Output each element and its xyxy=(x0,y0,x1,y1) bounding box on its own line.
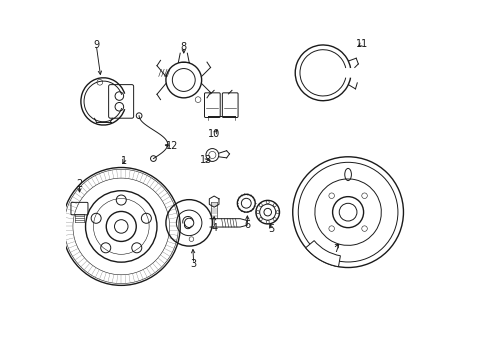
Text: 6: 6 xyxy=(244,220,250,230)
Text: 4: 4 xyxy=(211,222,217,233)
Text: 12: 12 xyxy=(166,141,178,152)
Wedge shape xyxy=(305,240,340,267)
Text: 9: 9 xyxy=(93,40,99,50)
Text: 13: 13 xyxy=(200,156,212,165)
Text: 8: 8 xyxy=(181,42,186,52)
Text: 3: 3 xyxy=(190,259,197,269)
Text: 1: 1 xyxy=(121,156,126,166)
Text: 5: 5 xyxy=(267,224,274,234)
Text: 10: 10 xyxy=(207,129,220,139)
Text: 11: 11 xyxy=(356,39,368,49)
Text: 2: 2 xyxy=(76,179,82,189)
Text: 7: 7 xyxy=(332,244,339,253)
